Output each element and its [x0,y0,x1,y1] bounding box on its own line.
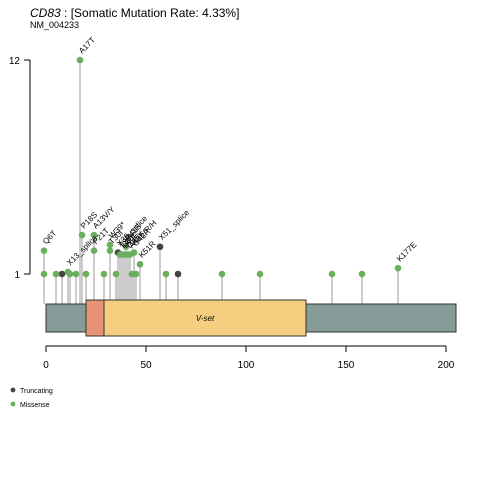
mutation-point [136,260,144,268]
x-tick-label: 150 [338,360,355,371]
mutation-point [52,270,60,278]
x-tick-label: 50 [140,360,152,371]
x-tick-label: 0 [43,360,49,371]
mutation-point [328,270,336,278]
mutation-point [156,243,164,251]
mutation-point [76,56,84,64]
mutation-point [162,270,170,278]
mutation-point [174,270,182,278]
mutation-point [58,270,66,278]
mutation-point [82,270,90,278]
mutation-point [132,270,140,278]
legend-label: Missense [20,402,50,409]
mutation-point [40,270,48,278]
domain-label: V-set [196,314,215,323]
mutation-point [100,270,108,278]
mutation-point [106,247,114,254]
gene-name: CD83 [30,6,61,20]
mutation-point [78,231,86,239]
protein-domain [103,299,307,337]
x-tick-label: 100 [238,360,255,371]
mutation-point [40,247,48,254]
mutation-point [122,243,130,251]
y-tick-label: 1 [14,270,20,281]
mutation-point [256,270,264,278]
legend-label: Truncating [20,388,53,395]
mutation-label: K177E [395,240,418,263]
protein-domain [85,299,105,337]
mutation-label: A17T [77,35,97,55]
mutation-point [130,249,138,256]
mutation-point [106,241,114,249]
chart-title: CD83 : [Somatic Mutation Rate: 4.33%] [30,6,239,20]
mutation-point [358,270,366,278]
mutation-point [90,247,98,254]
transcript-id: NM_004233 [30,20,80,30]
x-tick-label: 200 [438,360,455,371]
mutation-rate-text: : [Somatic Mutation Rate: 4.33%] [60,6,240,20]
mutation-label: X51_splice [157,208,191,242]
legend-marker [10,401,16,407]
y-tick-label: 12 [9,56,21,67]
legend-marker [10,387,16,393]
mutation-point [72,270,80,278]
mutation-point [90,231,98,239]
mutation-point [66,270,74,278]
mutation-point [218,270,226,278]
mutation-label: Q6T [41,229,58,246]
mutation-point [394,264,402,272]
mutation-point [112,270,120,278]
